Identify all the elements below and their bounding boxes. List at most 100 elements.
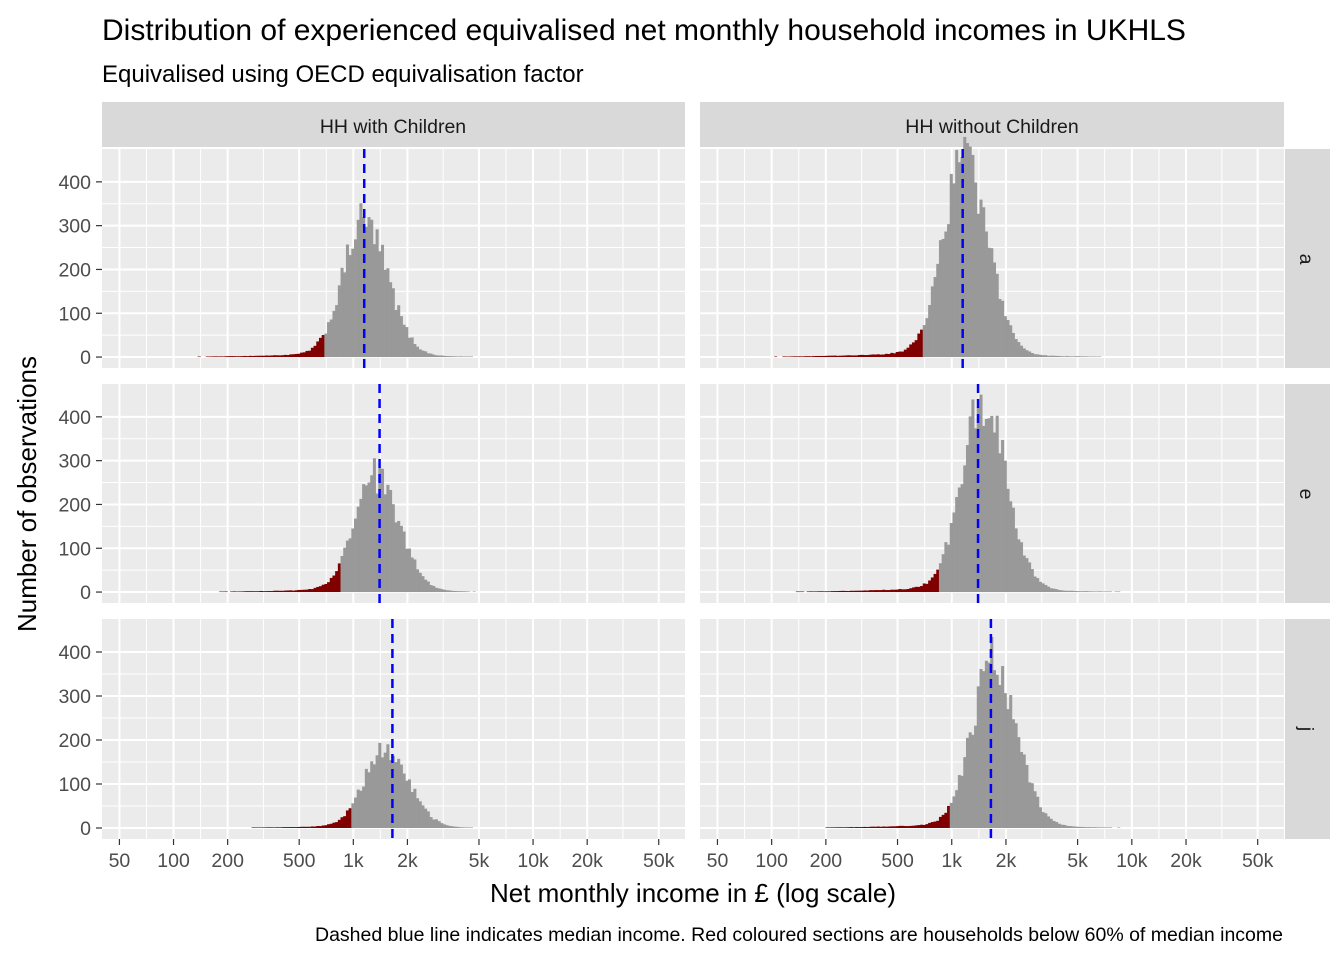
histogram-bar [1025,558,1029,593]
histogram-bar [243,591,247,593]
histogram-bar [909,588,913,593]
histogram-bar [432,819,436,828]
histogram-bar [909,825,913,828]
histogram-bar [987,418,991,593]
histogram-bar [995,273,999,358]
histogram-bar [275,590,279,593]
histogram-bar [890,826,894,828]
histogram-bar [1098,591,1102,593]
histogram-bar [847,355,851,358]
histogram-bar [1055,589,1059,593]
histogram-bar [906,826,910,828]
histogram-bar [367,772,371,828]
histogram-bar [1011,332,1015,358]
histogram-bar [1079,591,1083,593]
histogram-bar [394,310,398,358]
histogram-bar [1074,591,1078,593]
histogram-bar [1087,591,1091,593]
histogram-bar [459,827,463,828]
histogram-bar [364,226,368,358]
histogram-bar [1109,827,1113,828]
histogram-bar [1068,826,1072,828]
histogram-bar [930,286,934,358]
histogram-bar [205,356,209,358]
histogram-bar [273,355,277,358]
histogram-bar [898,589,902,593]
histogram-bar [955,497,959,593]
histogram-bar [898,825,902,828]
histogram-bar [941,238,945,358]
histogram-bar [976,686,980,828]
histogram-bar [1117,827,1121,828]
histogram-bar [375,229,379,358]
histogram-bar [308,589,312,593]
histogram-bar [429,817,433,828]
histogram-bar [410,792,414,828]
histogram-bar [270,827,274,828]
histogram-bar [335,305,339,358]
histogram-bar [1028,351,1032,358]
histogram-bar [1057,356,1061,358]
histogram-bar [278,355,282,358]
histogram-bar [429,585,433,593]
histogram-bar [305,589,309,593]
histogram-bar [841,590,845,593]
histogram-bar [811,356,816,358]
histogram-bar [801,356,805,358]
histogram-bar [998,685,1002,828]
histogram-bar [884,826,888,828]
histogram-bar [1106,827,1110,828]
histogram-bar [1033,791,1037,828]
histogram-bar [265,355,269,358]
histogram-bar [259,355,263,358]
strip-label-row-a: a [1295,254,1317,265]
histogram-bar [405,548,409,593]
histogram-bar [407,779,411,828]
histogram-bar [345,540,349,593]
histogram-bar [305,826,309,828]
x-tick-label: 50 [109,850,131,872]
histogram-bar [426,811,430,828]
histogram-bar [965,737,970,828]
histogram-bar [1025,350,1029,358]
histogram-bar [871,354,875,358]
x-tick-label: 100 [755,850,788,872]
histogram-bar [232,356,236,358]
histogram-bar [270,591,274,593]
histogram-bar [340,817,344,828]
histogram-bar [1071,356,1075,358]
histogram-bar [321,825,325,828]
histogram-bar [356,789,360,828]
histogram-bar [1079,356,1083,358]
histogram-bar [1052,820,1056,828]
histogram-bar [391,288,395,358]
histogram-bar [882,354,886,358]
histogram-bar [852,590,856,593]
histogram-bar [359,203,363,358]
histogram-bar [283,590,287,593]
histogram-bar [1076,826,1080,828]
histogram-bar [1055,355,1059,358]
histogram-bar [974,725,978,828]
strip-label-hh-with-children: HH with Children [320,116,466,138]
histogram-bar [1065,356,1069,358]
histogram-bar [1087,356,1091,358]
histogram-bar [979,199,983,358]
histogram-bar [324,333,328,358]
histogram-bar [351,803,355,828]
histogram-bar [434,587,438,593]
histogram-bar [213,356,217,358]
histogram-bar [938,816,942,828]
histogram-bar [1095,827,1099,828]
histogram-bar [1014,723,1018,828]
histogram-bar [211,356,215,358]
histogram-bar [348,255,352,358]
histogram-bar [321,584,325,593]
histogram-bar [968,732,972,828]
histogram-bar [456,591,460,593]
histogram-bar [380,244,385,358]
histogram-bar [267,591,271,593]
histogram-bar [221,356,225,358]
histogram-bar [914,825,918,828]
histogram-bar [405,780,409,828]
